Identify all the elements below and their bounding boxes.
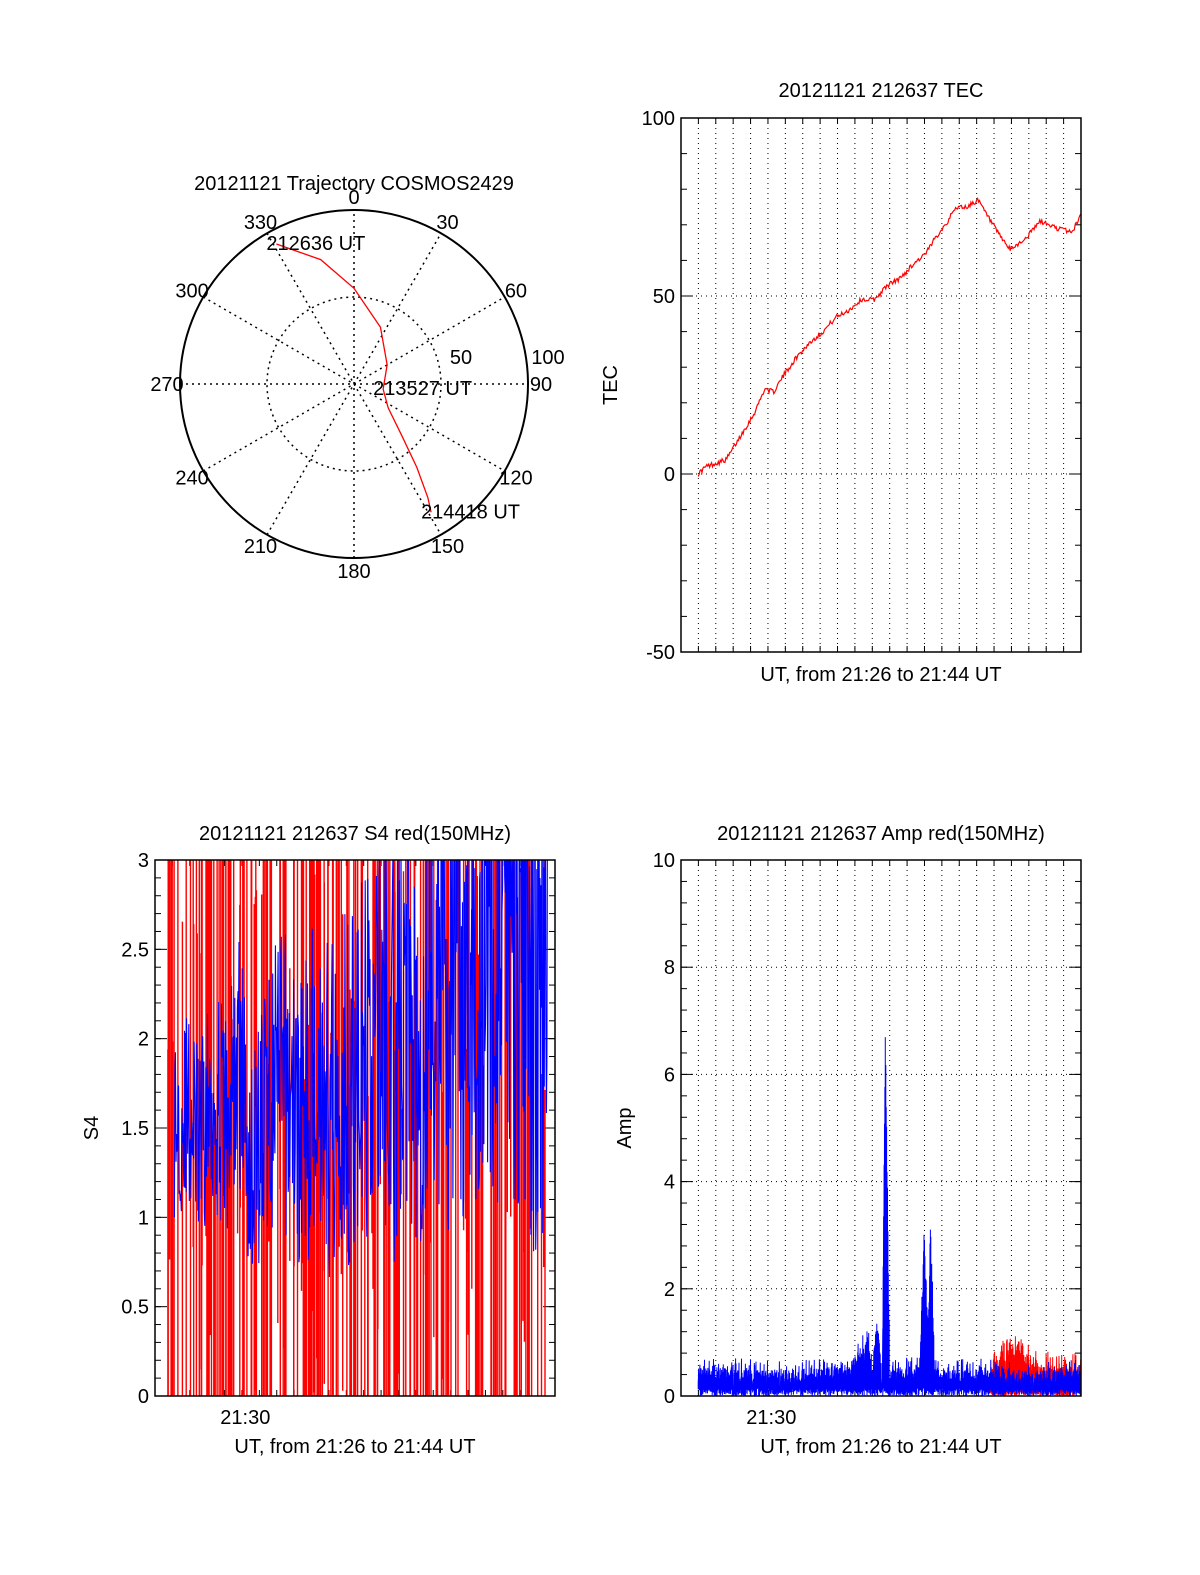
s4-blue-series [173, 860, 548, 1278]
amp-panel: 20121121 212637 Amp red(150MHz) UT, from… [614, 823, 1082, 1458]
tec-ylabel: TEC [600, 365, 622, 405]
polar-spoke [266, 232, 442, 536]
y-tick-label: -50 [646, 642, 675, 664]
polar-trajectory-line [276, 243, 432, 513]
polar-azimuth-label: 60 [505, 281, 527, 303]
y-tick-label: 0 [664, 1386, 675, 1408]
polar-radial-ticks: 50 100 [450, 347, 565, 369]
polar-azimuth-label: 120 [499, 468, 532, 490]
series-group [697, 197, 1081, 477]
plot-frame [154, 859, 556, 1397]
y-tick-label: 1.5 [121, 1118, 149, 1140]
polar-azimuth-label: 240 [175, 468, 208, 490]
tec-title: 20121121 212637 TEC [779, 80, 984, 102]
polar-azimuth-label: 150 [431, 536, 464, 558]
polar-annotation: 213527 UT [373, 378, 472, 400]
polar-trajectory-series [276, 243, 432, 513]
polar-annotations: 212636 UT 213527 UT 214418 UT [266, 233, 520, 523]
polar-azimuth-label: 30 [436, 212, 458, 234]
s4-ylabel: S4 [81, 1116, 103, 1140]
polar-radial-tick: 100 [531, 347, 564, 369]
x-tick-label: 21:30 [746, 1407, 796, 1429]
y-tick-label: 100 [642, 108, 675, 130]
y-tick-label: 6 [664, 1064, 675, 1086]
polar-radial-tick: 50 [450, 347, 472, 369]
y-tick-label: 1 [138, 1207, 149, 1229]
polar-azimuth-label: 210 [244, 536, 277, 558]
polar-azimuth-labels: 0 30 60 90 120 150 180 210 240 270 300 330 [150, 187, 552, 583]
plot-frame [680, 859, 1082, 1397]
y-tick-label: 0 [138, 1386, 149, 1408]
plot-frame [680, 117, 1082, 653]
amp-xlabel: UT, from 21:26 to 21:44 UT [760, 1436, 1001, 1458]
polar-azimuth-label: 300 [175, 281, 208, 303]
amp-blue-series [697, 1037, 1081, 1396]
polar-azimuth-label: 180 [337, 561, 370, 583]
y-tick-label: 2.5 [121, 939, 149, 961]
polar-annotation: 212636 UT [266, 233, 365, 255]
tec-xlabel: UT, from 21:26 to 21:44 UT [760, 664, 1001, 686]
y-tick-label: 0 [664, 464, 675, 486]
polar-azimuth-label: 330 [244, 212, 277, 234]
tec-panel: 20121121 212637 TEC UT, from 21:26 to 21… [600, 80, 1082, 686]
s4-xlabel: UT, from 21:26 to 21:44 UT [234, 1436, 475, 1458]
trajectory-title: 20121121 Trajectory COSMOS2429 [194, 173, 514, 195]
polar-azimuth-label: 270 [150, 374, 183, 396]
polar-azimuth-label: 90 [530, 374, 552, 396]
polar-inner-circle [266, 296, 442, 472]
series-group [167, 860, 548, 1396]
y-tick-label: 4 [664, 1172, 675, 1194]
y-tick-label: 2 [138, 1029, 149, 1051]
s4-panel: 20121121 212637 S4 red(150MHz) UT, from … [81, 823, 556, 1458]
tec-series-line [697, 197, 1081, 477]
series-group [697, 1037, 1081, 1396]
amp-title: 20121121 212637 Amp red(150MHz) [717, 823, 1045, 845]
trajectory-polar-panel: 20121121 Trajectory COSMOS2429 0 30 60 90 12… [150, 173, 564, 583]
x-tick-label: 21:30 [220, 1407, 270, 1429]
y-tick-label: 2 [664, 1279, 675, 1301]
y-tick-label: 50 [653, 286, 675, 308]
amp-ylabel: Amp [614, 1107, 636, 1148]
s4-title: 20121121 212637 S4 red(150MHz) [199, 823, 511, 845]
y-tick-label: 3 [138, 850, 149, 872]
y-tick-label: 8 [664, 957, 675, 979]
y-tick-label: 10 [653, 850, 675, 872]
polar-annotation: 214418 UT [421, 501, 520, 523]
polar-azimuth-label: 0 [348, 187, 359, 209]
polar-grid [179, 209, 529, 559]
y-tick-label: 0.5 [121, 1297, 149, 1319]
